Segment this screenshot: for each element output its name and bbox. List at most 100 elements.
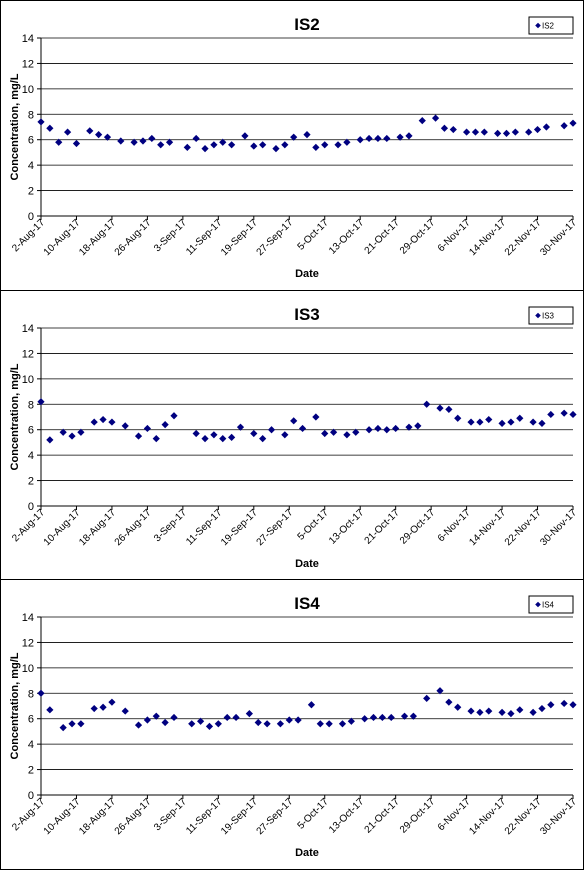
legend-label: IS4 [542, 601, 555, 610]
x-tick-label: 6-Nov-17 [436, 217, 473, 254]
x-tick-label: 27-Sep-17 [255, 217, 296, 258]
y-tick-label: 8 [28, 399, 34, 411]
legend: IS4 [528, 595, 574, 614]
data-point [542, 123, 550, 131]
x-tick-label: 22-Nov-17 [503, 507, 544, 548]
x-tick-label: 3-Sep-17 [152, 796, 189, 833]
data-point [68, 432, 76, 440]
data-point [183, 143, 191, 151]
y-tick-label: 0 [28, 790, 34, 802]
data-point [569, 119, 577, 127]
data-point [374, 424, 382, 433]
data-point [259, 141, 267, 149]
legend-marker [535, 601, 541, 608]
data-point [436, 404, 444, 412]
data-point [485, 707, 493, 715]
chart-panel-is4: IS4 0 2 4 6 8 10 12 14 2-Aug-17 10-Aug-17 18-Aug-17… [0, 579, 584, 870]
data-point [95, 131, 103, 139]
data-point [361, 715, 369, 723]
data-point [378, 713, 386, 722]
chart-panel-is3: IS3 0 2 4 6 8 10 12 14 2-Aug-17 10-Aug-17 18-Aug-17… [0, 290, 584, 580]
data-point [405, 132, 413, 140]
y-tick-label: 4 [28, 160, 34, 172]
y-tick-label: 6 [28, 425, 34, 437]
y-tick-label: 2 [28, 186, 34, 198]
data-point [560, 122, 568, 130]
data-point [463, 128, 471, 136]
legend-marker [535, 22, 541, 29]
data-point [157, 141, 165, 149]
x-tick-label: 13-Oct-17 [327, 796, 367, 836]
data-point [396, 133, 404, 141]
data-point [476, 708, 484, 716]
data-point [90, 704, 98, 713]
data-point [325, 720, 333, 728]
data-point [99, 703, 107, 711]
data-point [383, 426, 391, 434]
x-tick-label: 3-Sep-17 [152, 217, 189, 254]
y-tick-label: 12 [22, 58, 34, 70]
data-point [143, 716, 151, 724]
x-tick-label: 30-Nov-17 [538, 507, 579, 548]
data-point [37, 398, 45, 406]
legend-box [528, 595, 574, 614]
data-point [471, 128, 480, 136]
data-point [356, 136, 364, 144]
data-point [485, 415, 493, 424]
data-point [321, 141, 329, 149]
data-point [130, 138, 138, 146]
data-point [245, 710, 253, 718]
x-tick-label: 5-Oct-17 [296, 796, 332, 832]
y-tick-label: 8 [28, 109, 34, 121]
data-point [72, 139, 81, 148]
x-tick-label: 14-Nov-17 [467, 507, 508, 548]
x-tick-label: 26-Aug-17 [113, 796, 154, 837]
data-point [312, 413, 320, 421]
chart-is3: IS3024681012142-Aug-1710-Aug-1718-Aug-17… [9, 305, 579, 570]
data-point [436, 687, 444, 695]
data-point [55, 138, 63, 146]
data-point [103, 133, 112, 141]
x-tick-label: 21-Oct-17 [363, 796, 403, 836]
legend-box [528, 16, 574, 35]
x-tick-label: 29-Oct-17 [398, 507, 438, 547]
data-point [77, 428, 85, 436]
data-point [383, 134, 391, 143]
data-point [108, 418, 116, 426]
data-point [201, 435, 209, 443]
data-point [547, 701, 555, 709]
data-point [68, 720, 76, 728]
data-point [387, 713, 395, 722]
data-point [454, 703, 462, 711]
data-point [467, 707, 475, 715]
data-point [241, 132, 249, 140]
data-point [37, 689, 45, 697]
y-tick-label: 2 [28, 476, 34, 488]
data-point [192, 429, 200, 438]
y-tick-label: 14 [22, 612, 34, 624]
data-point [480, 128, 488, 136]
data-point [161, 421, 169, 429]
data-point [290, 417, 298, 425]
legend-marker [535, 312, 541, 319]
data-point [165, 138, 174, 146]
data-point [338, 720, 347, 728]
data-point [170, 713, 178, 722]
data-point [374, 134, 382, 143]
data-point [134, 721, 143, 729]
data-point [418, 117, 426, 125]
data-point [201, 145, 209, 153]
data-point [77, 720, 85, 728]
x-tick-label: 19-Sep-17 [219, 796, 260, 837]
data-point [334, 141, 342, 149]
y-tick-label: 14 [22, 33, 34, 45]
data-point [511, 128, 519, 136]
x-tick-label: 30-Nov-17 [538, 796, 579, 837]
data-point [352, 428, 360, 436]
data-point [134, 432, 143, 440]
data-point [409, 712, 417, 720]
data-point [307, 701, 316, 709]
data-point [423, 694, 431, 702]
legend-label: IS2 [542, 22, 555, 31]
x-tick-label: 14-Nov-17 [467, 217, 508, 258]
